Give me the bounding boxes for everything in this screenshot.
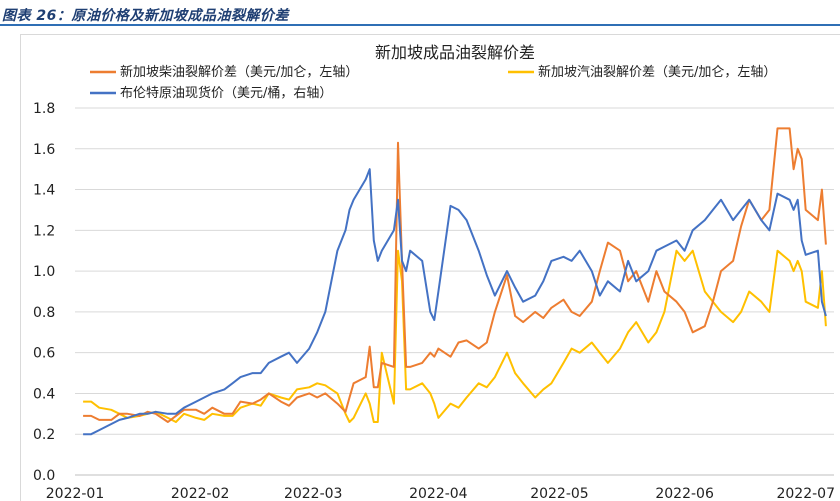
x-tick-label: 2022-04 (409, 486, 468, 501)
y-axis-ticks: 0.0 0.2 0.4 0.6 0.8 1.0 1.2 1.4 1.6 1.8 (33, 101, 55, 484)
x-tick-label: 2022-03 (284, 486, 343, 501)
y-tick-label: 1.6 (33, 142, 55, 158)
y-tick-label: 0.0 (33, 468, 55, 484)
y-tick-label: 1.0 (33, 264, 55, 280)
series-line-1 (83, 127, 827, 423)
x-tick-label: 2022-01 (46, 486, 105, 501)
chart-title: 新加坡成品油裂解价差 (375, 43, 535, 62)
y-tick-label: 1.2 (33, 223, 55, 239)
legend: 新加坡柴油裂解价差（美元/加仑，左轴） 新加坡汽油裂解价差（美元/加仑，左轴） 布伦… (90, 64, 776, 101)
legend-label: 新加坡汽油裂解价差（美元/加仑，左轴） (538, 64, 776, 80)
x-tick-label: 2022-06 (655, 486, 714, 501)
figure-caption: 图表 26：原油价格及新加坡成品油裂解价差 (2, 8, 289, 24)
x-tick-label: 2022-05 (530, 486, 589, 501)
y-tick-label: 1.8 (33, 101, 55, 117)
series-line-2 (83, 249, 827, 423)
series-line-3 (83, 168, 827, 436)
y-tick-label: 0.4 (33, 386, 55, 402)
y-tick-label: 1.4 (33, 183, 55, 199)
x-tick-label: 2022-07 (776, 486, 835, 501)
figure-header: 图表 26：原油价格及新加坡成品油裂解价差 (0, 0, 840, 26)
chart-frame (20, 34, 840, 501)
grid-layer (75, 107, 834, 476)
y-tick-label: 0.2 (33, 427, 55, 443)
y-tick-label: 0.8 (33, 305, 55, 321)
series-layer (83, 127, 827, 436)
y-tick-label: 0.6 (33, 346, 55, 362)
legend-label: 布伦特原油现货价（美元/桶，右轴） (120, 85, 332, 101)
legend-label: 新加坡柴油裂解价差（美元/加仑，左轴） (120, 64, 358, 80)
x-tick-label: 2022-02 (171, 486, 230, 501)
x-axis-ticks: 2022-01 2022-02 2022-03 2022-04 2022-05 2022-… (46, 486, 835, 501)
